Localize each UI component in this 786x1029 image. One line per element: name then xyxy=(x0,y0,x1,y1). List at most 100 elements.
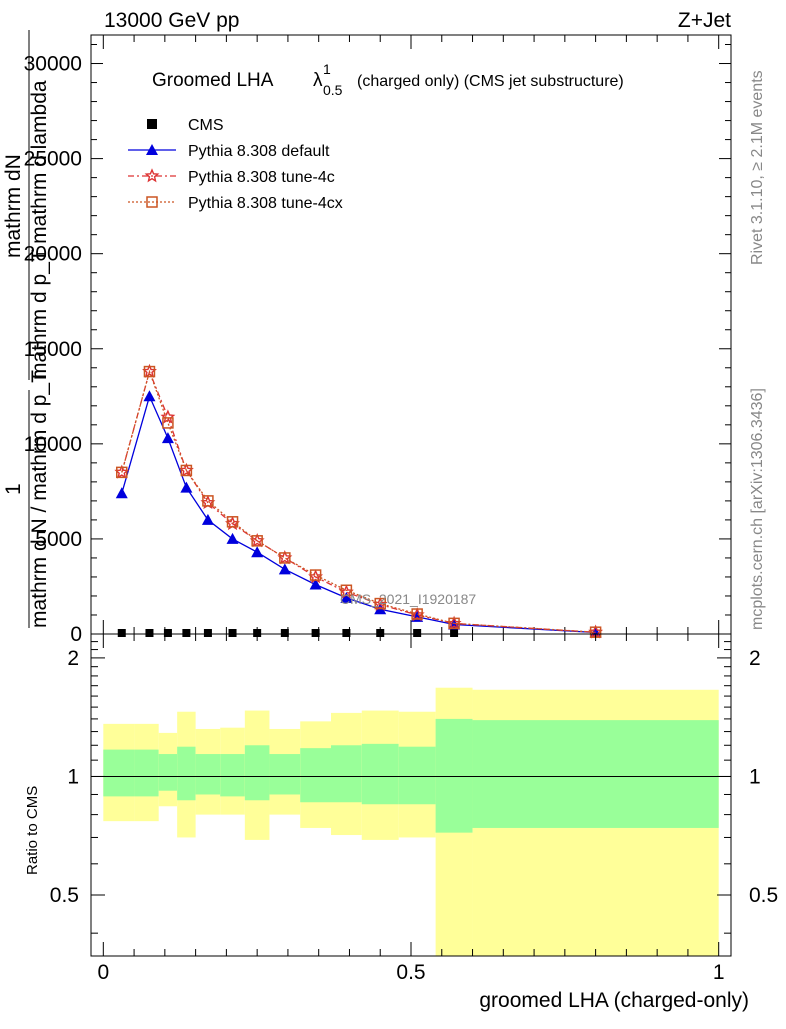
series-line xyxy=(121,369,596,633)
data-point xyxy=(182,629,191,637)
ratio-y-tick-label-right: 2 xyxy=(749,647,761,670)
legend-item: Pythia 8.308 tune-4cx xyxy=(128,195,343,212)
title-main: Groomed LHA xyxy=(152,70,274,91)
main-y-label: mathrm dN mathrm d p_T mathrm d lambda T… xyxy=(2,30,51,628)
data-point xyxy=(161,432,174,444)
data-point xyxy=(115,487,128,499)
legend-label: Pythia 8.308 default xyxy=(188,143,330,160)
ratio-y-label: Ratio to CMS xyxy=(24,786,41,875)
title-lambda: λ xyxy=(313,70,323,91)
data-point xyxy=(411,608,423,620)
ratio-inner-band xyxy=(177,746,196,801)
data-point xyxy=(202,495,214,507)
ratio-y-tick-label: 0.5 xyxy=(50,884,79,907)
data-point xyxy=(228,629,237,637)
data-point xyxy=(309,569,322,581)
data-point xyxy=(279,552,291,564)
legend-marker xyxy=(144,168,160,183)
data-point xyxy=(180,464,193,477)
data-point xyxy=(448,617,460,630)
data-point xyxy=(251,535,263,547)
data-point xyxy=(280,629,289,637)
data-point xyxy=(251,546,264,558)
ratio-panel: 0.5 0.51 12 2 0 0.5 1 Ratio to CMS xyxy=(24,633,778,984)
ratio-y-tick-label: 2 xyxy=(67,647,79,670)
ratio-inner-band xyxy=(158,754,178,791)
ratio-uncertainty-bands xyxy=(103,687,719,956)
data-point xyxy=(253,629,262,637)
series-layer xyxy=(114,363,604,639)
data-point xyxy=(160,409,176,424)
ratio-inner-band xyxy=(361,743,399,805)
data-point xyxy=(226,516,239,528)
x-axis-label: groomed LHA (charged-only) xyxy=(479,989,749,1012)
data-point xyxy=(226,532,239,544)
y-tick-label: 15000 xyxy=(24,338,82,361)
ratio-inner-band xyxy=(300,748,331,803)
data-point xyxy=(376,629,385,637)
series-line xyxy=(121,369,596,633)
data-point xyxy=(180,481,193,493)
ratio-y-tick-label-right: 0.5 xyxy=(749,884,778,907)
y-tick-label: 20000 xyxy=(24,243,82,266)
ratio-inner-band xyxy=(331,745,362,803)
series-0 xyxy=(117,629,459,637)
legend-item: CMS xyxy=(147,117,224,134)
ratio-inner-band xyxy=(195,754,221,795)
ylabel-bottom: mathrm d N / mathrm d p_T xyxy=(28,370,51,628)
ratio-y-axis: 0.5 0.5 1 1 2 2 xyxy=(50,641,778,934)
rivet-label: Rivet 3.1.10, ≥ 2.1M events xyxy=(749,70,766,265)
data-point xyxy=(117,629,126,637)
ratio-inner-band xyxy=(244,745,270,801)
data-point xyxy=(201,513,214,525)
main-y-axis: 0 5000 10000 15000 20000 25000 30000 xyxy=(24,44,731,646)
legend-marker xyxy=(146,196,158,208)
ylabel-mid: mathrm d p_T mathrm d lambda xyxy=(28,80,51,380)
ratio-inner-band xyxy=(103,749,135,797)
title-subscript: 0.5 xyxy=(323,82,343,98)
ratio-inner-band xyxy=(472,720,719,828)
legend: CMS Pythia 8.308 default Pythia 8.308 tune… xyxy=(128,117,343,212)
data-point xyxy=(309,578,322,590)
legend-label: CMS xyxy=(188,117,224,134)
main-frame xyxy=(90,34,732,635)
ylabel-top: mathrm dN xyxy=(2,154,25,258)
ratio-inner-band xyxy=(134,749,159,797)
data-point xyxy=(162,417,174,429)
ratio-x-axis: 0 0.5 1 xyxy=(97,634,725,984)
analysis-watermark: CMS_2021_I1920187 xyxy=(340,591,476,607)
ratio-inner-band xyxy=(435,718,473,833)
data-point xyxy=(413,629,422,637)
legend-item: Pythia 8.308 tune-4c xyxy=(128,168,335,186)
ratio-inner-band xyxy=(220,754,245,797)
data-point xyxy=(278,563,291,575)
ylabel-sub-t: T xyxy=(33,249,49,258)
data-point xyxy=(203,629,212,637)
ratio-inner-band xyxy=(398,746,436,805)
plot-title: Groomed LHA λ 1 0.5 (charged only) (CMS … xyxy=(152,61,624,98)
legend-label: Pythia 8.308 tune-4c xyxy=(188,169,335,186)
legend-marker xyxy=(146,144,158,155)
data-point xyxy=(163,629,172,637)
data-point xyxy=(116,466,128,479)
main-panel: 0 5000 10000 15000 20000 25000 30000 xyxy=(24,34,732,646)
data-point xyxy=(143,390,156,402)
legend-marker xyxy=(147,119,157,129)
x-tick-label: 0.5 xyxy=(396,961,425,984)
header-left: 13000 GeV pp xyxy=(104,9,239,32)
y-tick-label: 0 xyxy=(70,623,82,646)
series-3 xyxy=(116,365,602,638)
ylabel-one: 1 xyxy=(2,483,25,495)
title-superscript: 1 xyxy=(323,61,331,77)
x-tick-label: 0 xyxy=(97,961,109,984)
y-tick-label: 30000 xyxy=(24,53,82,76)
data-point xyxy=(145,629,154,637)
data-point xyxy=(340,584,353,597)
title-rest: (charged only) (CMS jet substructure) xyxy=(357,73,624,90)
data-point xyxy=(374,597,386,610)
mcplots-label: mcplots.cern.ch [arXiv:1306.3436] xyxy=(749,388,766,630)
y-tick-label: 5000 xyxy=(35,528,82,551)
ratio-y-tick-label-right: 1 xyxy=(749,765,761,788)
